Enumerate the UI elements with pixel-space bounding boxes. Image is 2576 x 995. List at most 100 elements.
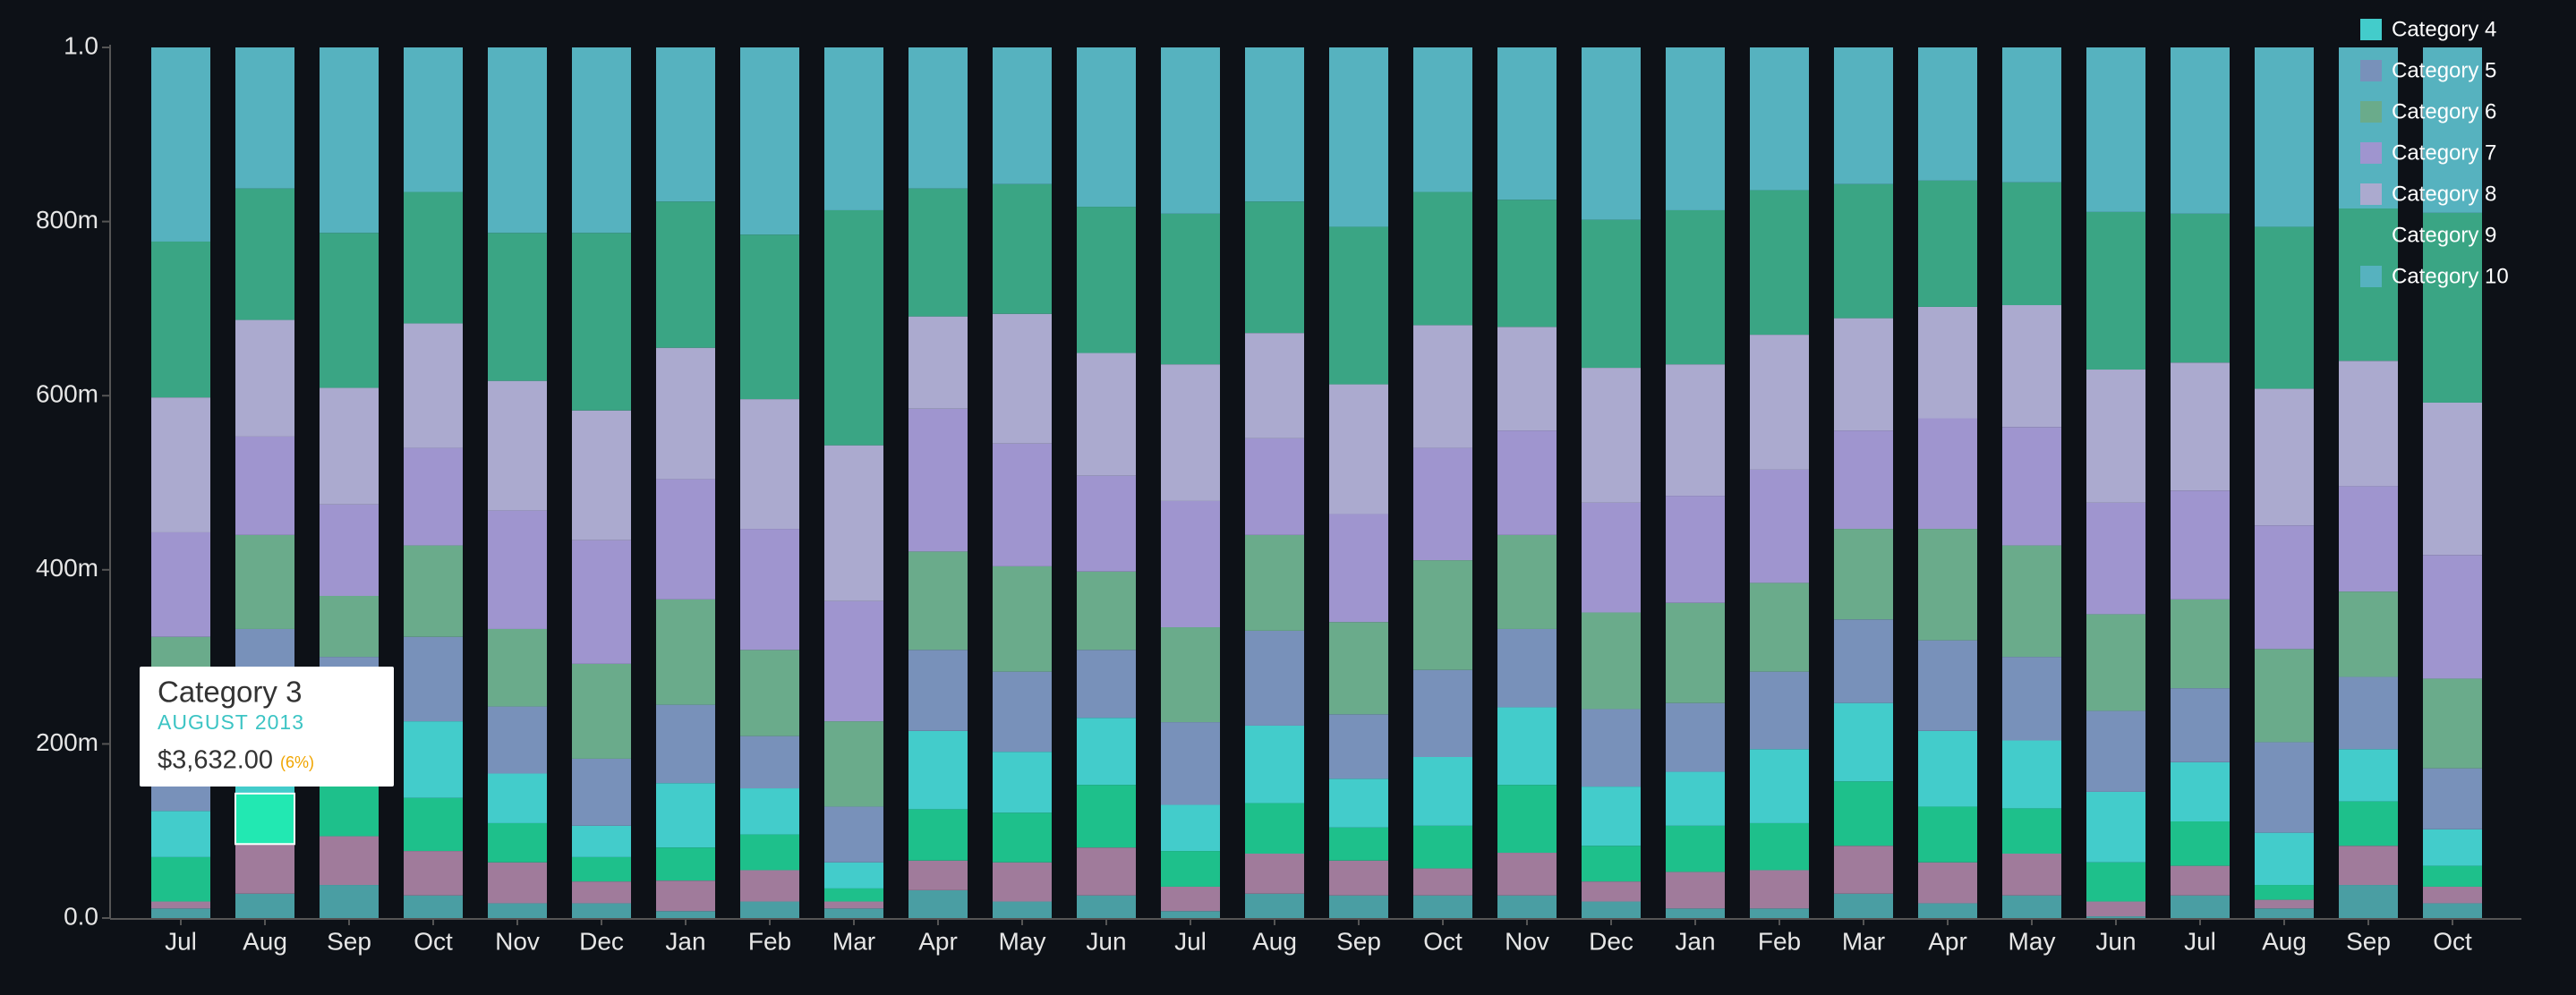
bar-segment[interactable] <box>404 721 463 798</box>
bar-segment[interactable] <box>1834 529 1893 620</box>
bar-segment[interactable] <box>2171 688 2230 762</box>
bar-segment[interactable] <box>572 903 631 918</box>
bar-segment[interactable] <box>572 663 631 759</box>
bar-segment[interactable] <box>2255 908 2314 918</box>
bar-segment[interactable] <box>1834 619 1893 703</box>
bar-segment[interactable] <box>488 47 547 234</box>
bar-segment[interactable] <box>151 908 210 918</box>
bar-segment[interactable] <box>1666 47 1725 210</box>
bar-segment[interactable] <box>320 885 379 918</box>
bar-segment[interactable] <box>740 399 799 530</box>
bar-segment[interactable] <box>404 895 463 918</box>
bar-segment[interactable] <box>1750 469 1809 583</box>
bar-segment[interactable] <box>1161 851 1220 887</box>
bar-segment[interactable] <box>1918 47 1977 181</box>
bar-segment[interactable] <box>908 889 968 918</box>
bar-segment[interactable] <box>740 47 799 235</box>
bar-segment[interactable] <box>1750 190 1809 336</box>
bar-segment[interactable] <box>404 797 463 852</box>
bar-segment[interactable] <box>1329 714 1388 779</box>
bar-segment[interactable] <box>1497 200 1557 327</box>
bar-segment[interactable] <box>993 566 1052 672</box>
bar-segment[interactable] <box>740 834 799 871</box>
bar-segment[interactable] <box>1918 862 1977 904</box>
bar-segment[interactable] <box>1582 881 1641 902</box>
bar-segment[interactable] <box>1497 47 1557 200</box>
bar-segment[interactable] <box>1582 787 1641 846</box>
bar-segment[interactable] <box>1329 895 1388 918</box>
bar-segment[interactable] <box>2255 47 2314 227</box>
bar-segment[interactable] <box>1918 640 1977 731</box>
bar-segment[interactable] <box>1582 502 1641 613</box>
bar-segment[interactable] <box>151 901 210 909</box>
bar-segment[interactable] <box>320 47 379 234</box>
bar-segment[interactable] <box>2339 846 2398 886</box>
bar-segment[interactable] <box>993 862 1052 902</box>
bar-segment[interactable] <box>1750 335 1809 470</box>
legend-item[interactable]: Category 10 <box>2360 264 2509 288</box>
bar-segment[interactable] <box>404 851 463 896</box>
bar-segment[interactable] <box>740 736 799 789</box>
bar-segment[interactable] <box>1245 725 1304 804</box>
bar-segment[interactable] <box>1750 908 1809 918</box>
bar-segment[interactable] <box>151 241 210 398</box>
bar-segment[interactable] <box>1582 846 1641 882</box>
bar-segment[interactable] <box>2423 829 2482 866</box>
bar-segment[interactable] <box>488 380 547 511</box>
bar-segment[interactable] <box>151 856 210 902</box>
bar-segment[interactable] <box>740 788 799 835</box>
legend-item[interactable]: Category 4 <box>2360 17 2496 41</box>
bar-segment[interactable] <box>1245 893 1304 918</box>
bar-segment[interactable] <box>1245 333 1304 438</box>
bar-segment[interactable] <box>2002 808 2061 854</box>
bar-segment[interactable] <box>2086 862 2145 902</box>
bar-segment[interactable] <box>2086 916 2145 918</box>
bar-segment[interactable] <box>993 443 1052 566</box>
bar-segment[interactable] <box>2171 865 2230 896</box>
bar-segment[interactable] <box>1329 384 1388 515</box>
bar-segment[interactable] <box>1918 180 1977 307</box>
bar-segment[interactable] <box>1834 702 1893 782</box>
bar-segment[interactable] <box>2423 865 2482 887</box>
bar-segment[interactable] <box>2002 427 2061 546</box>
bar-segment[interactable] <box>488 706 547 774</box>
bar-segment[interactable] <box>320 783 379 837</box>
bar-segment[interactable] <box>1582 612 1641 710</box>
bar-segment[interactable] <box>1413 756 1472 826</box>
bar-segment[interactable] <box>2171 761 2230 821</box>
bar-segment[interactable] <box>2086 901 2145 917</box>
bar-segment[interactable] <box>1582 709 1641 787</box>
bar-segment[interactable] <box>572 881 631 904</box>
bar-segment[interactable] <box>1161 627 1220 723</box>
bar-segment[interactable] <box>824 721 883 807</box>
bar-segment[interactable] <box>320 836 379 886</box>
bar-segment[interactable] <box>1497 430 1557 535</box>
bar-segment[interactable] <box>1413 895 1472 918</box>
bar-segment[interactable] <box>2255 525 2314 650</box>
bar-segment[interactable] <box>1666 771 1725 826</box>
bar-segment[interactable] <box>1918 903 1977 918</box>
legend-item[interactable]: Category 8 <box>2360 182 2496 206</box>
bar-segment[interactable] <box>1077 785 1136 848</box>
bar-segment[interactable] <box>2255 388 2314 526</box>
bar-segment[interactable] <box>1161 804 1220 852</box>
bar-segment[interactable] <box>1245 803 1304 854</box>
bar-segment[interactable] <box>572 758 631 826</box>
bar-segment[interactable] <box>824 445 883 601</box>
bar-segment[interactable] <box>151 397 210 532</box>
bar-segment[interactable] <box>404 191 463 324</box>
bar-segment[interactable] <box>488 233 547 381</box>
bar-segment[interactable] <box>2002 305 2061 428</box>
bar-segment[interactable] <box>2002 657 2061 741</box>
bar-segment[interactable] <box>1666 209 1725 365</box>
legend-item[interactable]: Category 7 <box>2360 140 2496 165</box>
bar-segment[interactable] <box>993 812 1052 863</box>
bar-segment[interactable] <box>1161 722 1220 805</box>
bar-segment[interactable] <box>1077 895 1136 918</box>
bar-segment[interactable] <box>1918 806 1977 863</box>
bar-segment[interactable] <box>1413 825 1472 869</box>
bar-segment[interactable] <box>404 323 463 448</box>
bar-segment[interactable] <box>1077 718 1136 786</box>
bar-segment[interactable] <box>2002 853 2061 896</box>
bar-segment[interactable] <box>572 233 631 411</box>
